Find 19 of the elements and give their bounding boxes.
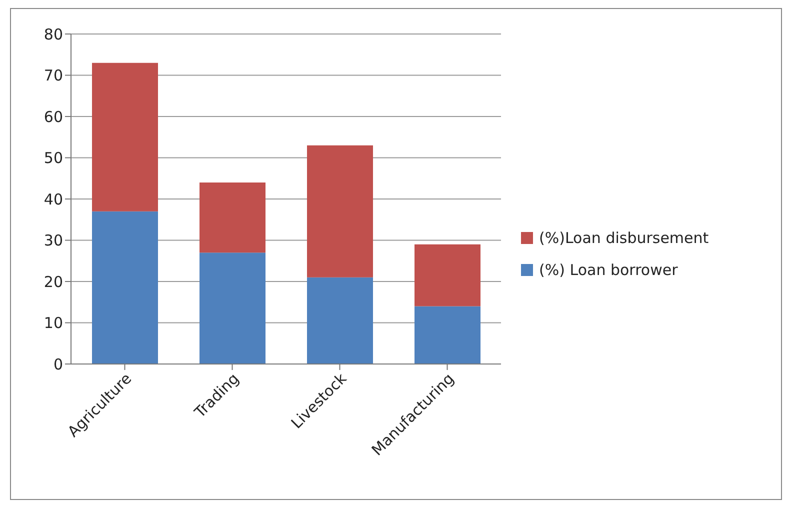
- y-tick-label: 0: [53, 355, 63, 374]
- bar: [200, 252, 266, 364]
- bar: [414, 306, 480, 364]
- y-tick-label: 30: [44, 232, 63, 250]
- legend-label: (%) Loan borrower: [539, 261, 678, 279]
- y-tick-label: 80: [44, 25, 63, 44]
- y-tick-label: 10: [44, 314, 63, 332]
- y-tick-label: 70: [44, 66, 63, 85]
- bar: [92, 62, 158, 212]
- bar: [307, 277, 373, 364]
- bar: [414, 244, 480, 306]
- legend-label: (%)Loan disbursement: [539, 229, 709, 247]
- bar: [307, 145, 373, 278]
- y-tick-label: 50: [44, 149, 63, 168]
- bar: [200, 182, 266, 253]
- y-tick-label: 60: [44, 108, 63, 126]
- y-tick-label: 20: [44, 272, 63, 291]
- bar: [92, 211, 158, 364]
- y-tick-label: 40: [44, 190, 63, 208]
